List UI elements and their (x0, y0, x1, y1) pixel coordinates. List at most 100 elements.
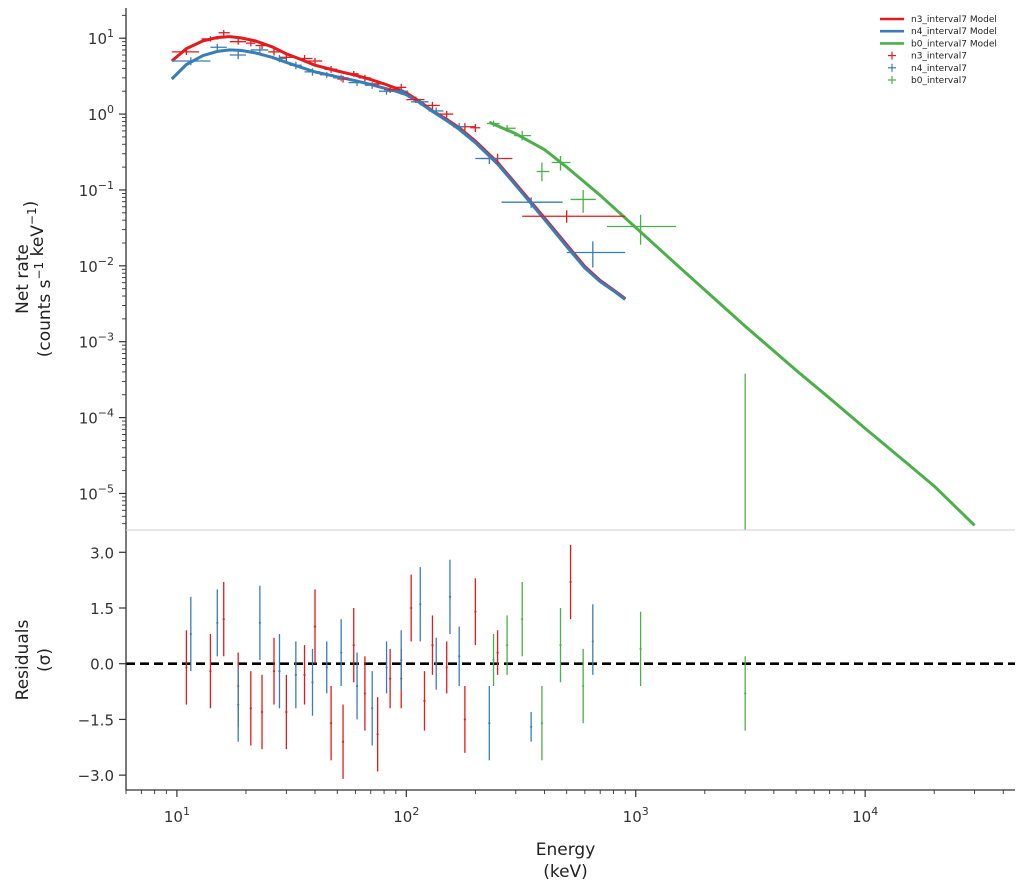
n4-interval7-point (501, 197, 563, 208)
y-label-line-1: Net rate (13, 244, 33, 314)
x-label-line-2: (keV) (543, 862, 588, 882)
n4-interval7-residual (311, 648, 314, 716)
residuals-y-axis: −3.0 −1.5 0.0 1.5 3.0 (78, 544, 126, 785)
y-tick-label: 101 (88, 27, 114, 48)
n3-interval7-model-curve (170, 35, 627, 300)
residual-marker (249, 707, 252, 710)
residual-marker (463, 718, 466, 721)
n4-interval7-residual (355, 652, 359, 720)
legend-item-n4-interval7: n4_interval7 (888, 63, 967, 74)
residual-marker (272, 670, 276, 673)
residual-marker (474, 610, 477, 613)
legend-label: n3_interval7 Model (911, 15, 997, 25)
n3-interval7-residual (341, 704, 345, 779)
n3-interval7-residual (260, 674, 264, 750)
residual-marker (209, 670, 212, 673)
b0-interval7-point (499, 124, 516, 133)
n3-interval7-residual (569, 544, 572, 620)
x-tick-label-exp: 1 (183, 805, 190, 818)
residual-marker (340, 651, 343, 654)
n3-interval7-residual (329, 686, 333, 761)
n4-interval7-point (272, 55, 287, 63)
residual-marker (492, 658, 495, 662)
n4-interval7-residual (371, 671, 374, 746)
x-tick-label: 101 (164, 805, 190, 826)
spectrum-data-points (171, 30, 746, 530)
residual-label-line-1: Residuals (13, 620, 33, 701)
residual-marker (325, 666, 328, 669)
axis-spines (125, 8, 1015, 791)
legend-item-n4-interval7-model: n4_interval7 Model (880, 27, 997, 37)
residual-marker (389, 677, 392, 680)
n4-interval7-point (378, 88, 394, 95)
residual-marker (458, 655, 461, 658)
n4-interval7-point (411, 98, 429, 106)
residual-y-tick-label: −1.5 (78, 711, 114, 729)
residual-marker (423, 699, 426, 702)
n4-interval7-point (475, 153, 502, 164)
residual-marker (435, 662, 438, 665)
model-curves (170, 35, 976, 527)
n3-interval7-residual (363, 656, 367, 731)
y-label-text: ) (21, 201, 41, 208)
n4-interval7-point (319, 71, 334, 78)
n3-interval7-residual (249, 671, 252, 746)
residual-marker (419, 603, 422, 606)
residual-marker (341, 740, 345, 743)
y-label-line-2: (counts s−1 keV−1) (21, 201, 55, 358)
b0-interval7-model-curve (488, 120, 976, 527)
n3-interval7-point (470, 123, 481, 133)
b0-interval7-residual (540, 686, 544, 761)
residual-marker (371, 707, 374, 710)
b0-interval7-residual (744, 656, 747, 731)
y-label-text: keV (28, 225, 48, 262)
n4-interval7-point (364, 81, 379, 89)
residual-marker (216, 621, 219, 624)
legend-label: b0_interval7 Model (911, 39, 997, 49)
n3-interval7-point (370, 80, 385, 88)
residual-marker (355, 684, 359, 688)
n4-interval7-residual (591, 604, 594, 675)
residual-marker (260, 710, 264, 714)
n4-interval7-residual (448, 559, 452, 634)
residual-marker (582, 684, 585, 688)
x-tick-label: 104 (852, 805, 878, 826)
n3-interval7-residual (431, 615, 434, 675)
n4-interval7-point (393, 88, 409, 95)
residual-marker (521, 618, 524, 621)
n3-interval7-residual (376, 697, 379, 772)
residuals-y-axis-label: Residuals (σ) (13, 620, 55, 701)
n4-interval7-point (171, 57, 211, 66)
n4-interval7-residual (237, 667, 240, 742)
residual-marker (431, 644, 434, 647)
n4-interval7-residual (340, 619, 343, 686)
n3-interval7-residual (352, 608, 355, 683)
n3-interval7-residual (285, 674, 288, 750)
residual-marker (222, 618, 225, 621)
n3-interval7-residual (423, 671, 426, 731)
residual-marker (591, 640, 594, 643)
residual-marker (311, 681, 314, 684)
n4-interval7-residual (435, 637, 438, 690)
x-tick-label-base: 10 (623, 808, 642, 826)
residual-marker (258, 621, 261, 624)
n4-interval7-point (428, 107, 444, 115)
y-tick-label-exp: −3 (98, 331, 114, 344)
y-label-text: (counts s (35, 279, 55, 357)
n3-interval7-point (522, 210, 626, 223)
residual-marker (744, 692, 747, 695)
residual-marker (530, 725, 533, 728)
legend-label: n4_interval7 (911, 64, 967, 74)
legend: n3_interval7 Model n4_interval7 Model b0_i… (880, 15, 997, 86)
x-tick-label-base: 10 (164, 808, 183, 826)
legend-item-n3-interval7: n3_interval7 (888, 51, 967, 62)
n4-interval7-residual (189, 596, 192, 672)
n3-interval7-point (348, 70, 359, 77)
residual-marker (639, 647, 642, 650)
x-tick-label-exp: 3 (642, 805, 649, 818)
b0-interval7-residual (492, 634, 495, 686)
residual-data-points (185, 544, 747, 779)
n3-interval7-residual (272, 637, 276, 705)
n3-interval7-residual (410, 574, 413, 642)
legend-label: b0_interval7 (911, 76, 967, 86)
